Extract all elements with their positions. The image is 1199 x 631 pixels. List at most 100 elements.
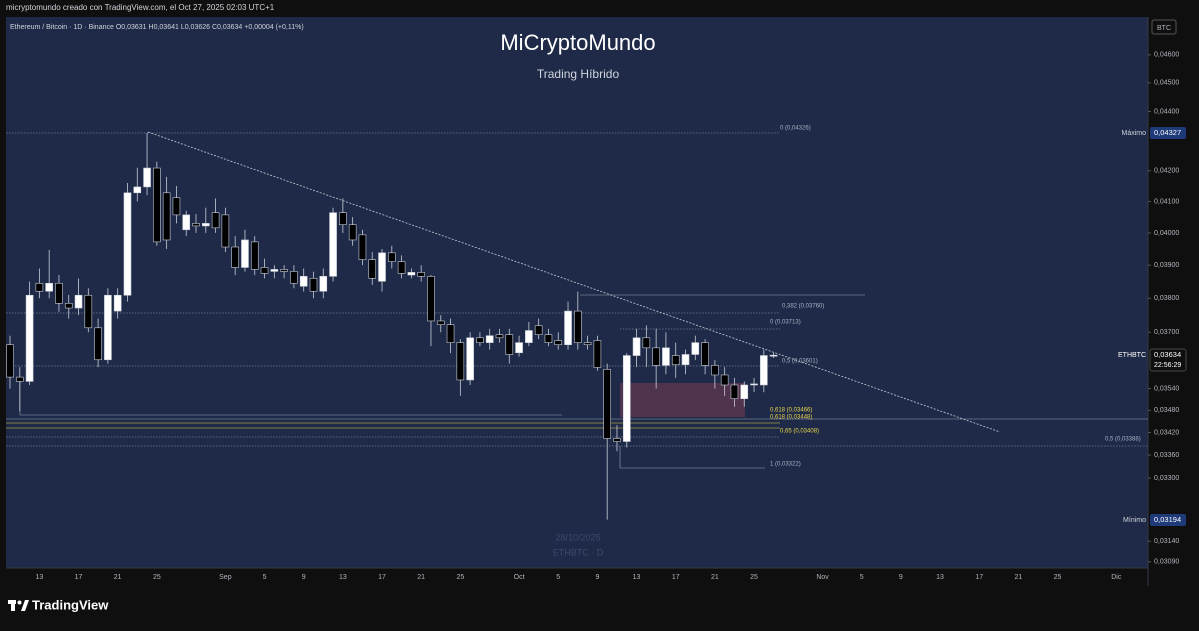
- y-tick-label: 0,03300: [1154, 475, 1179, 482]
- candle-body: [260, 267, 269, 274]
- candle-body: [299, 276, 308, 287]
- candle-body: [760, 355, 768, 386]
- candle-body: [622, 355, 631, 442]
- axis-unit: BTC: [1157, 25, 1171, 32]
- fib-label: 0,618 (0,03466): [770, 408, 812, 414]
- trendline: [147, 131, 1001, 433]
- candle-body: [750, 383, 758, 386]
- x-tick-label: 21: [417, 574, 425, 581]
- x-tick-label: 13: [339, 574, 347, 581]
- high-name: Máximo: [1121, 130, 1146, 137]
- candle-body: [221, 214, 230, 248]
- candle-body: [211, 212, 220, 229]
- low-badge: [1150, 514, 1186, 526]
- candle-body: [35, 282, 44, 292]
- candle-body: [485, 335, 494, 343]
- candle-body: [652, 347, 660, 366]
- candle-body: [407, 272, 416, 276]
- candle-body: [720, 374, 729, 386]
- candle-body: [564, 310, 572, 346]
- candle-body: [368, 259, 377, 279]
- candle-body: [515, 342, 523, 354]
- x-tick-label: 9: [302, 574, 306, 581]
- y-tick-label: 0,03800: [1154, 295, 1179, 302]
- candle-body: [505, 334, 514, 355]
- candle-body: [309, 278, 318, 292]
- x-tick-label: 17: [672, 574, 680, 581]
- logo-part: [11, 600, 15, 611]
- candle-body: [740, 384, 749, 399]
- chart-subtitle: Trading Híbrido: [537, 67, 620, 81]
- y-tick-label: 0,04400: [1154, 108, 1179, 115]
- candle-body: [613, 438, 621, 442]
- high-badge: [1150, 127, 1186, 139]
- candle-body: [94, 327, 102, 361]
- x-tick-label: 5: [860, 574, 864, 581]
- x-tick-label: 13: [35, 574, 43, 581]
- candle-body: [202, 223, 210, 227]
- y-tick-label: 0,03700: [1154, 329, 1179, 336]
- x-tick-label: Nov: [816, 574, 829, 581]
- candle-body: [25, 294, 34, 382]
- x-tick-label: 21: [1014, 574, 1022, 581]
- y-tick-label: 0,03420: [1154, 429, 1179, 436]
- x-tick-label: 13: [633, 574, 641, 581]
- price-axis: [1148, 17, 1199, 568]
- ticks: 0,04600 0,04500 0,04400 0,04200 0,04100 0,040…: [35, 52, 1179, 581]
- candle-body: [153, 167, 161, 243]
- candle-body: [241, 239, 249, 268]
- candle-body: [583, 342, 592, 346]
- chart-title: MiCryptoMundo: [500, 30, 655, 55]
- golden-zone: [6, 422, 780, 429]
- last-value: 0,03634: [1154, 350, 1181, 359]
- candle-body: [378, 252, 386, 282]
- candle-body: [172, 197, 181, 216]
- candle-body: [55, 282, 63, 304]
- y-tick-label: 0,03360: [1154, 452, 1179, 459]
- fib-label: 0 (0,03713): [770, 320, 801, 326]
- y-tick-label: 0,04600: [1154, 52, 1179, 59]
- candle-body: [270, 269, 279, 272]
- high-value: 0,04327: [1154, 128, 1181, 137]
- candle-body: [319, 276, 328, 292]
- logo-part: [21, 600, 29, 611]
- x-tick-label: Sep: [219, 574, 232, 581]
- candle-body: [250, 241, 259, 270]
- candle-body: [671, 355, 680, 365]
- fib-label: 1 (0,03322): [770, 462, 801, 468]
- fib-label: 0,382 (0,03760): [782, 304, 824, 310]
- candle-body: [104, 294, 112, 361]
- candle-body: [436, 320, 445, 326]
- y-tick-label: 0,04000: [1154, 230, 1179, 237]
- candle-body: [358, 234, 367, 260]
- x-tick-label: 25: [750, 574, 758, 581]
- candle-body: [681, 354, 690, 365]
- candle-body: [456, 342, 465, 381]
- fib-lines: [6, 132, 1148, 469]
- x-tick-label: 9: [899, 574, 903, 581]
- x-tick-label: 21: [114, 574, 122, 581]
- x-tick-label: Dic: [1111, 574, 1122, 581]
- candle-body: [388, 252, 396, 262]
- candle-body: [329, 212, 337, 277]
- candle-body: [427, 276, 435, 322]
- candle-body: [632, 337, 641, 356]
- candle-body: [711, 365, 719, 376]
- candle-body: [339, 212, 347, 225]
- candle-body: [554, 340, 563, 346]
- logo: [8, 600, 29, 611]
- candle-body: [113, 294, 122, 312]
- x-tick-label: 17: [975, 574, 983, 581]
- x-tick-label: 25: [1054, 574, 1062, 581]
- low-value: 0,03194: [1154, 515, 1181, 524]
- y-tick-label: 0,04500: [1154, 80, 1179, 87]
- y-tick-label: 0,03540: [1154, 385, 1179, 392]
- candle-body: [525, 330, 533, 343]
- candle-body: [182, 214, 191, 231]
- candle-body: [162, 192, 171, 241]
- candle-body: [143, 167, 151, 188]
- candle-body: [544, 334, 553, 343]
- candle-body: [6, 344, 14, 378]
- x-tick-label: 25: [153, 574, 161, 581]
- candle-body: [662, 347, 670, 366]
